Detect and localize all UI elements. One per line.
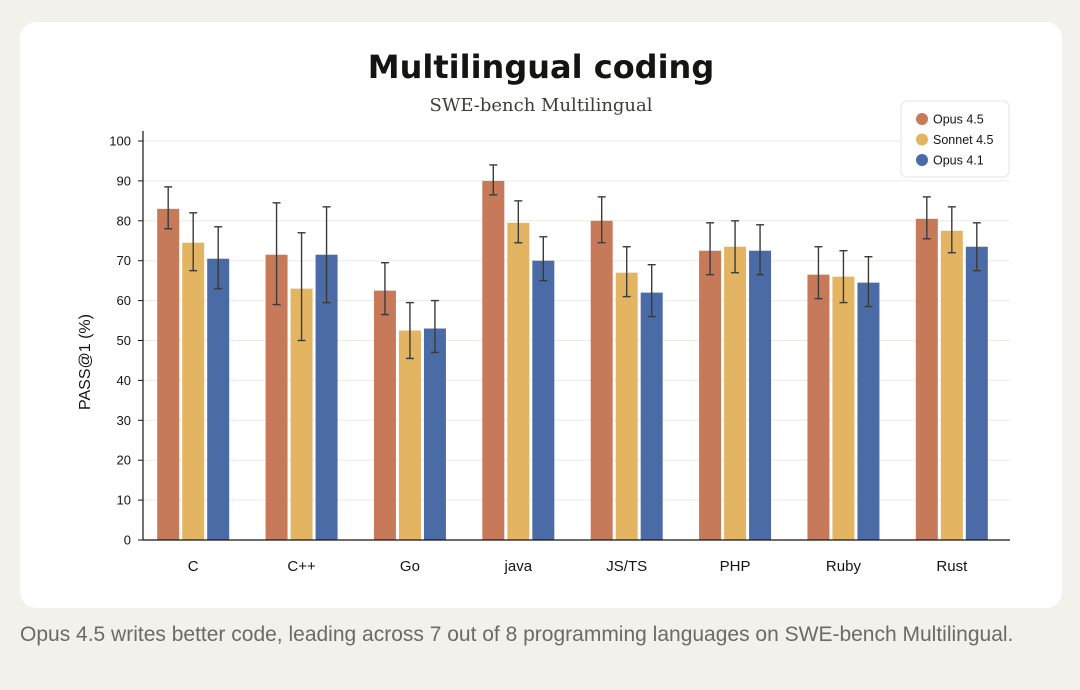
bar — [373, 290, 396, 540]
bar — [915, 218, 938, 540]
y-tick-label: 70 — [117, 253, 131, 268]
x-tick-label: Go — [400, 558, 420, 575]
bar — [532, 260, 555, 540]
x-ticks: C C++ Go java JS/TS PHP Ruby Rust — [188, 558, 968, 575]
bar — [265, 254, 288, 540]
bar — [749, 250, 772, 540]
legend-swatch — [916, 133, 928, 146]
bar — [182, 242, 205, 540]
y-tick-label: 50 — [117, 333, 131, 348]
x-tick-label: PHP — [720, 558, 751, 575]
legend-label: Sonnet 4.5 — [933, 133, 994, 147]
bar — [832, 276, 855, 540]
x-tick-label: JS/TS — [606, 558, 647, 575]
y-tick-label: 10 — [117, 493, 131, 508]
legend-label: Opus 4.5 — [933, 113, 984, 127]
chart-svg: Multilingual coding SWE-bench Multilingu… — [77, 48, 1010, 575]
y-tick-label: 40 — [117, 373, 131, 388]
x-tick-label: C++ — [287, 558, 316, 575]
bar — [315, 254, 338, 540]
bar — [157, 208, 180, 540]
bar — [615, 272, 638, 540]
y-tick-label: 80 — [117, 213, 131, 228]
bar — [857, 282, 880, 540]
y-tick-label: 90 — [117, 173, 131, 188]
bar — [423, 328, 446, 540]
y-tick-label: 30 — [117, 413, 131, 428]
x-tick-label: Rust — [936, 558, 968, 575]
bar — [507, 222, 530, 541]
y-tick-label: 0 — [124, 533, 131, 548]
legend-swatch — [916, 154, 928, 166]
bar — [940, 230, 963, 540]
chart-title: Multilingual coding — [368, 48, 714, 86]
x-tick-label: java — [504, 558, 533, 575]
y-tick-label: 100 — [109, 134, 131, 149]
bars — [157, 164, 988, 541]
legend-label: Opus 4.1 — [933, 154, 984, 168]
chart-subtitle: SWE-bench Multilingual — [429, 95, 652, 116]
bar — [398, 330, 421, 540]
bar — [482, 180, 505, 540]
y-ticks: 0 10 20 30 40 50 60 70 80 90 100 — [109, 134, 143, 548]
y-tick-label: 20 — [117, 453, 131, 468]
legend: Opus 4.5 Sonnet 4.5 Opus 4.1 — [900, 100, 1010, 178]
x-tick-label: C — [188, 558, 199, 575]
bar — [640, 292, 663, 540]
bar — [207, 258, 230, 540]
caption: Opus 4.5 writes better code, leading acr… — [20, 623, 1014, 646]
bar — [290, 288, 313, 540]
x-tick-label: Ruby — [826, 558, 862, 575]
y-axis-label: PASS@1 (%) — [77, 314, 94, 410]
chart-card: Multilingual coding SWE-bench Multilingu… — [20, 22, 1062, 608]
bar — [965, 246, 988, 541]
bar — [807, 274, 830, 540]
legend-box — [900, 100, 1010, 178]
bar — [590, 220, 613, 541]
bar — [724, 246, 747, 541]
y-tick-label: 60 — [117, 293, 131, 308]
bar — [699, 250, 722, 540]
legend-swatch — [916, 113, 928, 125]
